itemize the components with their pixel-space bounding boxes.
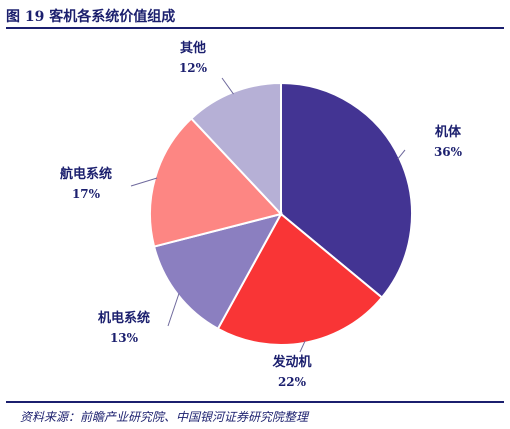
slice-value-label-4: 12% [179,61,208,75]
leader-line-3 [130,177,158,187]
figure-title: 图 19 客机各系统价值组成 [6,9,176,25]
slice-value-label-0: 36% [434,145,463,159]
slice-label-1: 发动机 [271,354,311,370]
slice-label-3: 航电系统 [60,166,112,182]
pie-slice-0 [280,81,413,299]
slice-value-label-1: 22% [278,375,307,389]
leader-line-0 [397,149,406,160]
slice-label-2: 机电系统 [98,310,150,326]
pie-slices [149,81,413,346]
pie-slice-2 [152,212,283,331]
slice-labels: 机体 36% 发动机 22% 机电系统 13% 航电系统 17% 其他 12% [60,40,463,389]
slice-label-0: 机体 [435,124,462,140]
slice-label-4: 其他 [180,40,206,56]
slice-value-label-2: 13% [110,331,139,345]
leader-line-2 [167,292,180,327]
pie-slice-1 [216,212,384,346]
source-note: 资料来源：前瞻产业研究院、中国银河证券研究院整理 [20,410,309,424]
top-rule [6,27,504,29]
leader-line-4 [221,77,234,95]
bottom-rule [6,401,504,403]
slice-value-label-3: 17% [72,187,101,201]
leader-lines [130,77,406,353]
leader-line-1 [299,340,306,353]
pie-slice-3 [149,117,283,248]
